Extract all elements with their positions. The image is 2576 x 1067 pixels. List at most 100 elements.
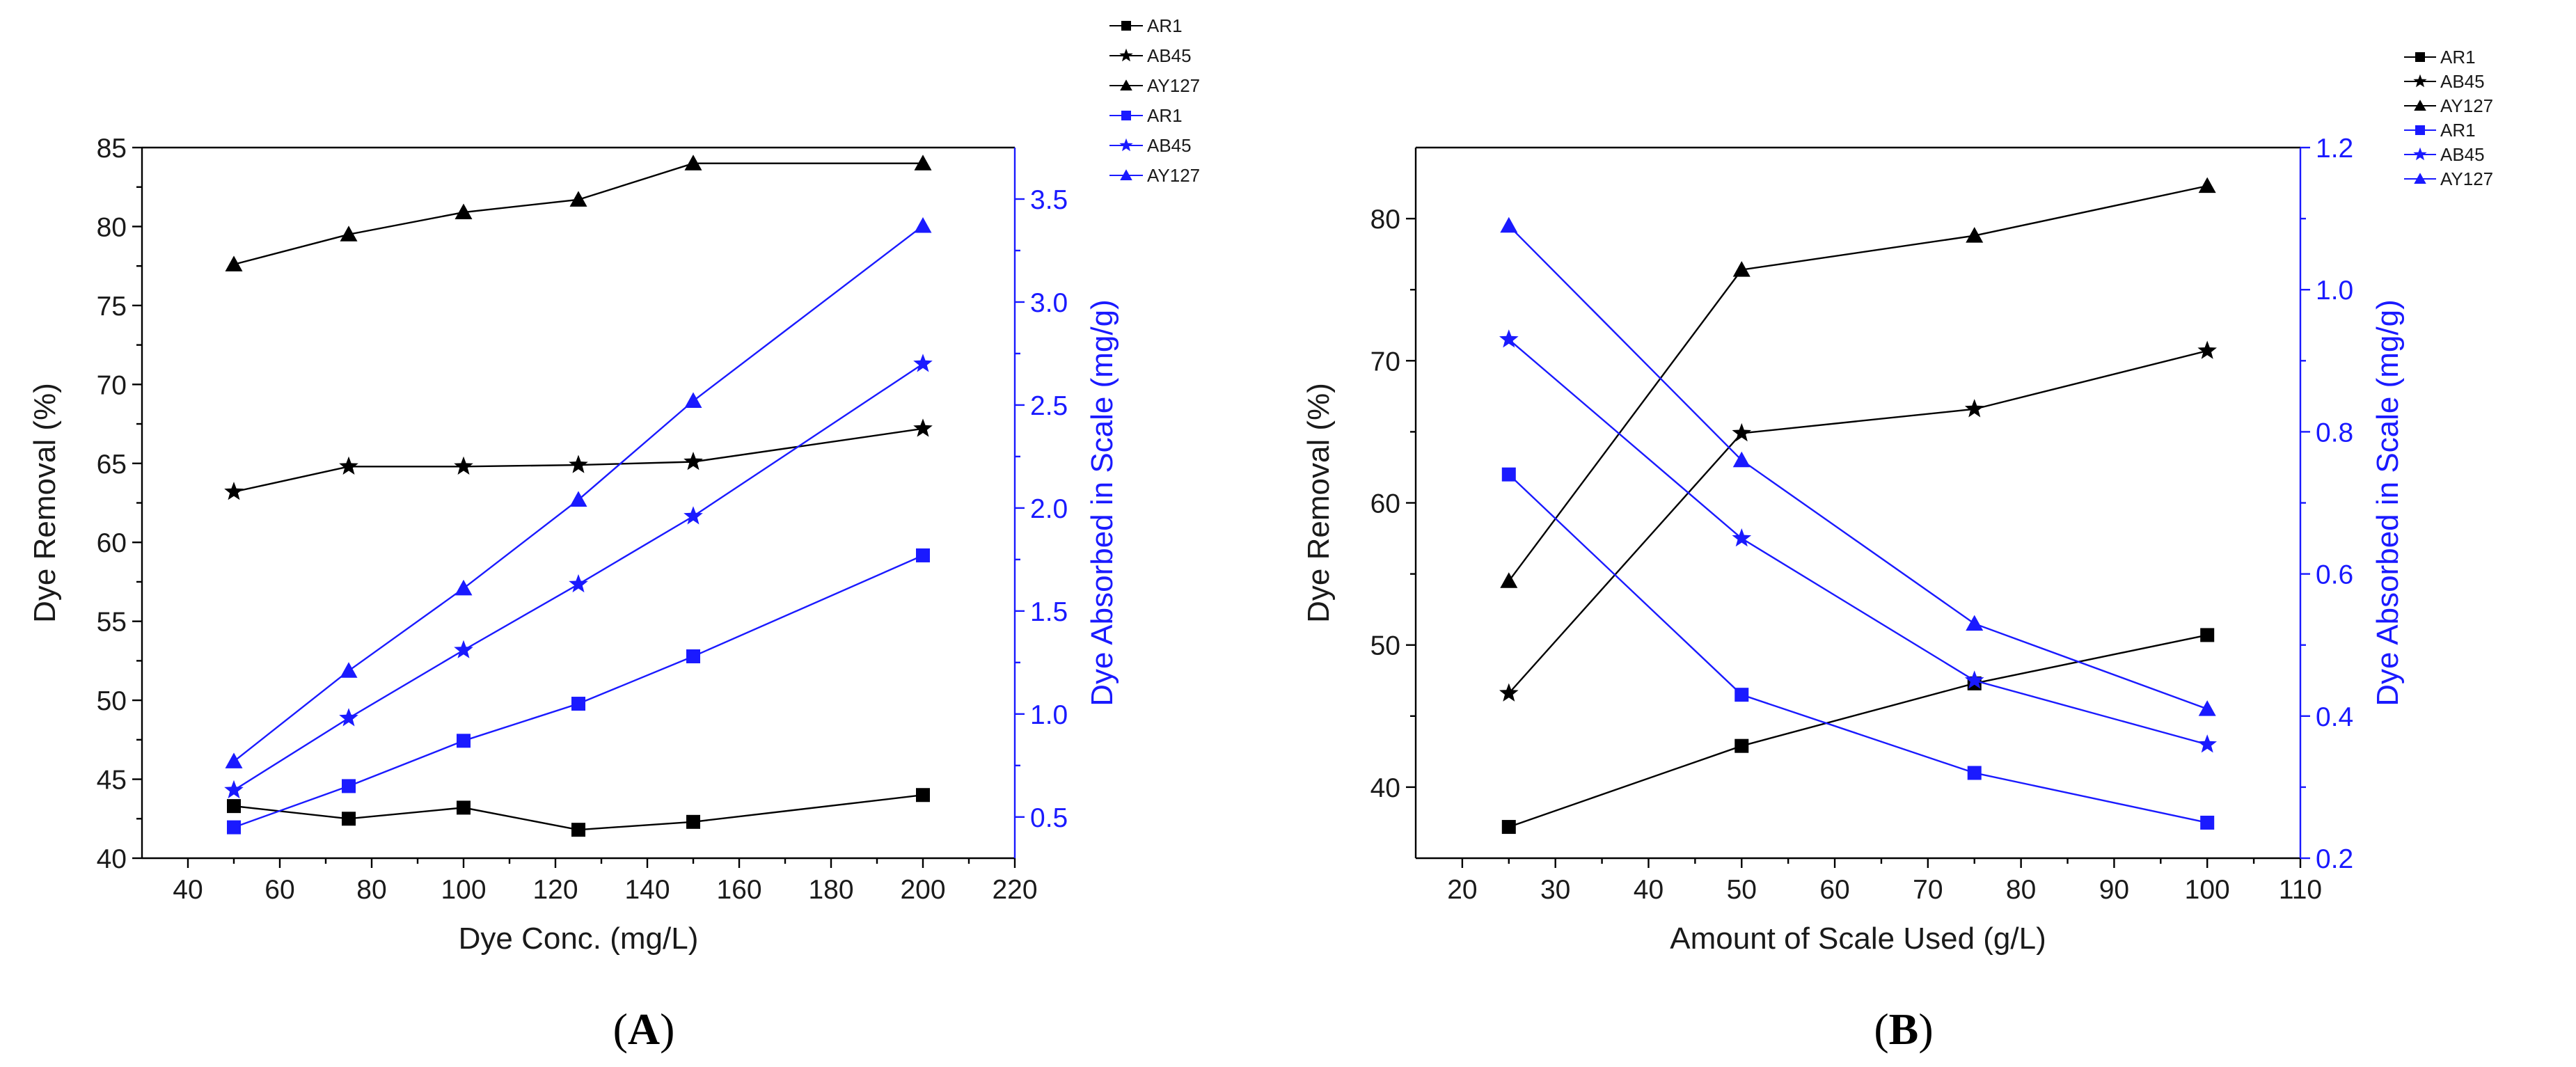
data-point-ar1: [1967, 766, 1982, 780]
series-left-ay127: [1500, 177, 2216, 588]
legend-marker-star: [2413, 147, 2427, 161]
data-point-ab45: [454, 640, 473, 658]
series-left-ay127: [225, 155, 932, 271]
y-left-tick-label: 40: [97, 844, 127, 874]
x-tick-label: 220: [992, 875, 1037, 905]
legend-marker-triangle: [1120, 79, 1132, 90]
y-left-tick-label: 45: [97, 766, 127, 796]
data-point-ay127: [2198, 177, 2216, 193]
legend-item: AB45: [2404, 144, 2485, 165]
legend-marker-square: [2415, 52, 2425, 62]
legend-marker-triangle: [2414, 173, 2426, 184]
y-right-tick-label: 0.4: [2316, 702, 2353, 732]
data-point-ar1: [686, 649, 700, 663]
y-left-tick-label: 50: [97, 686, 127, 716]
y-left-tick-label: 70: [1370, 347, 1400, 377]
data-point-ab45: [913, 418, 933, 437]
data-point-ar1: [571, 697, 585, 711]
panel-letter: B: [1889, 1004, 1919, 1054]
y-left-tick-label: 60: [1370, 489, 1400, 519]
series-line-ay127: [1508, 184, 2208, 582]
data-point-ay127: [1500, 216, 1518, 233]
data-point-ab45: [683, 506, 703, 525]
legend-label: AR1: [1147, 15, 1183, 36]
x-axis-title: Amount of Scale Used (g/L): [1670, 922, 2046, 956]
y-right-tick-label: 0.8: [2316, 418, 2353, 448]
series-line-ay127: [1508, 225, 2208, 710]
data-point-ab45: [1964, 399, 1984, 418]
series-line-ar1: [1508, 634, 2208, 828]
chart-panel-a: 40 60 80 100 120 140 160 180 200 220 40 45 50 55 60 65 7…: [28, 15, 1200, 1054]
panel-label: (A): [613, 1004, 675, 1054]
x-tick-label: 100: [2185, 875, 2230, 905]
data-point-ar1: [457, 734, 471, 748]
y-left-tick-label: 80: [1370, 205, 1400, 235]
data-point-ay127: [914, 216, 932, 233]
data-point-ab45: [2197, 340, 2217, 359]
data-point-ay127: [340, 226, 358, 242]
data-point-ab45: [1732, 422, 1752, 442]
data-point-ay127: [684, 155, 702, 171]
y-right-tick-label: 1.0: [2316, 276, 2353, 306]
series-right-ay127: [225, 216, 932, 768]
legend-label: AY127: [1147, 75, 1200, 96]
data-point-ar1: [227, 820, 241, 835]
y-left-tick-label: 85: [97, 134, 127, 164]
data-point-ab45: [224, 482, 244, 500]
x-tick-label: 40: [173, 875, 203, 905]
x-axis-title: Dye Conc. (mg/L): [459, 922, 699, 956]
data-point-ab45: [1964, 670, 1984, 689]
panel-letter: A: [628, 1004, 660, 1054]
y-right-tick-label: 3.5: [1030, 185, 1068, 215]
data-point-ar1: [342, 812, 356, 826]
data-point-ab45: [2197, 734, 2217, 753]
series-right-ab45: [224, 354, 933, 799]
data-point-ar1: [2200, 815, 2215, 830]
data-point-ab45: [224, 780, 244, 799]
legend-label: AR1: [1147, 105, 1183, 126]
data-point-ab45: [1732, 528, 1752, 547]
data-point-ay127: [455, 203, 473, 220]
series-line-ay127: [233, 225, 924, 762]
legend-item: AY127: [1109, 165, 1200, 186]
legend-marker-square: [1121, 21, 1131, 31]
legend-label: AY127: [2440, 168, 2493, 189]
data-point-ar1: [1735, 688, 1749, 702]
data-point-ab45: [1499, 683, 1519, 702]
data-point-ay127: [1500, 572, 1518, 588]
data-point-ab45: [454, 456, 473, 475]
legend-marker-star: [1119, 48, 1133, 62]
series-right-ab45: [1499, 329, 2217, 753]
series-right-ar1: [1501, 467, 2215, 830]
legend-label: AY127: [2440, 95, 2493, 116]
legend-item: AY127: [2404, 95, 2493, 116]
x-tick-label: 20: [1447, 875, 1477, 905]
x-tick-label: 80: [356, 875, 386, 905]
x-tick-label: 60: [264, 875, 294, 905]
x-tick-label: 110: [2279, 875, 2322, 905]
y-right-tick-label: 1.2: [2316, 134, 2353, 164]
y-left-tick-label: 75: [97, 292, 127, 322]
y-left-tick-label: 40: [1370, 773, 1400, 803]
y-left-tick-label: 70: [97, 370, 127, 400]
x-tick-label: 140: [624, 875, 670, 905]
data-point-ay127: [455, 579, 473, 596]
data-point-ar1: [916, 788, 930, 803]
y-left-tick-label: 60: [97, 528, 127, 558]
data-point-ar1: [916, 548, 930, 562]
data-point-ab45: [569, 455, 588, 473]
data-point-ab45: [1499, 329, 1519, 348]
series-left-ab45: [1499, 340, 2217, 702]
y-right-axis-title: Dye Absorbed in Scale (mg/g): [2371, 299, 2405, 706]
legend-item: AB45: [2404, 71, 2485, 92]
y-right-tick-label: 2.0: [1030, 494, 1068, 524]
legend-item: AB45: [1109, 135, 1192, 156]
x-tick-label: 160: [716, 875, 761, 905]
legend-marker-star: [1119, 138, 1133, 152]
legend-label: AB45: [2440, 144, 2485, 165]
y-right-tick-label: 0.6: [2316, 560, 2353, 590]
x-tick-label: 180: [808, 875, 853, 905]
series-line-ar1: [233, 554, 924, 828]
data-point-ay127: [569, 491, 587, 507]
legend-label: AB45: [1147, 45, 1192, 66]
